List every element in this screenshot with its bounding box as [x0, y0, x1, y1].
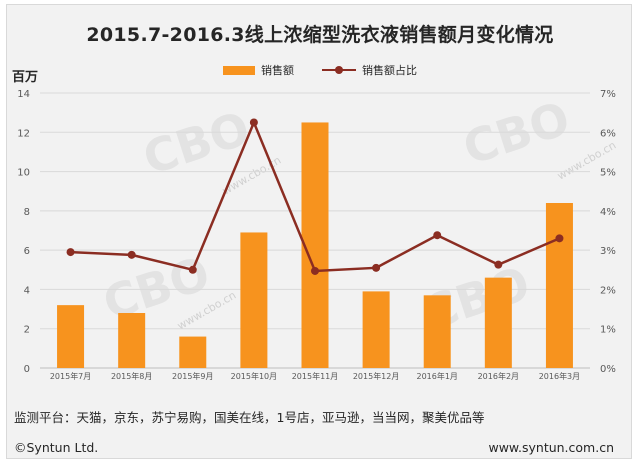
- y2-tick-label: 1%: [600, 325, 616, 336]
- y2-tick-label: 7%: [600, 89, 616, 100]
- bar-sales: [484, 277, 512, 368]
- y2-tick-label: 6%: [600, 128, 616, 139]
- line-point: [555, 234, 564, 243]
- bar-sales: [423, 295, 451, 368]
- bar-sales: [118, 313, 146, 368]
- x-tick-label: 2016年3月: [539, 371, 580, 381]
- copyright-text: ©Syntun Ltd.: [14, 440, 99, 455]
- x-tick-label: 2015年10月: [231, 371, 278, 381]
- y2-tick-label: 0%: [600, 364, 616, 375]
- watermark-logo: CBO: [137, 101, 256, 186]
- legend-item-share: 销售额占比: [322, 62, 417, 78]
- line-point: [494, 260, 503, 269]
- y2-tick-label: 3%: [600, 246, 616, 257]
- y-tick-label: 12: [17, 128, 30, 139]
- line-point: [311, 266, 319, 275]
- x-tick-label: 2015年11月: [292, 371, 339, 381]
- y2-tick-label: 4%: [600, 207, 616, 218]
- bar-sales: [240, 232, 268, 368]
- line-point: [66, 248, 75, 257]
- y-tick-label: 14: [17, 89, 30, 100]
- line-point: [249, 118, 258, 127]
- bar-sales: [179, 336, 207, 368]
- y-tick-label: 0: [24, 364, 30, 375]
- chart-legend: 销售额 销售额占比: [0, 62, 640, 78]
- legend-label-sales: 销售额: [261, 64, 294, 77]
- y-tick-label: 6: [24, 246, 30, 257]
- y-tick-label: 4: [24, 285, 30, 296]
- chart-title: 2015.7-2016.3线上浓缩型洗衣液销售额月变化情况: [86, 24, 554, 46]
- y-tick-label: 8: [24, 207, 30, 218]
- bar-sales: [545, 203, 573, 368]
- line-point: [188, 265, 197, 274]
- y-axis-unit-label: 百万: [12, 70, 39, 85]
- bar-sales: [57, 305, 85, 368]
- x-tick-label: 2016年2月: [478, 371, 519, 381]
- x-tick-label: 2015年9月: [172, 371, 213, 381]
- y2-tick-label: 2%: [600, 285, 616, 296]
- y2-tick-label: 5%: [600, 168, 616, 179]
- x-tick-label: 2015年12月: [353, 371, 400, 381]
- line-point: [433, 231, 442, 240]
- legend-line-swatch: [322, 65, 356, 75]
- x-tick-label: 2015年7月: [50, 371, 91, 381]
- source-note: 监测平台：天猫，京东，苏宁易购，国美在线，1号店，亚马逊，当当网，聚美优品等: [14, 410, 485, 425]
- watermark-logo: CBO: [457, 91, 576, 176]
- x-tick-label: 2015年8月: [111, 371, 152, 381]
- line-point: [127, 250, 136, 259]
- bar-sales: [362, 291, 390, 368]
- x-tick-label: 2016年1月: [416, 371, 457, 381]
- y-tick-label: 10: [17, 168, 30, 179]
- y-tick-label: 2: [24, 325, 30, 336]
- line-point: [372, 263, 381, 272]
- bar-sales: [301, 122, 329, 368]
- legend-item-sales: 销售额: [223, 62, 294, 78]
- legend-label-share: 销售额占比: [362, 64, 417, 77]
- website-text: www.syntun.com.cn: [488, 440, 614, 455]
- legend-bar-swatch: [223, 65, 255, 75]
